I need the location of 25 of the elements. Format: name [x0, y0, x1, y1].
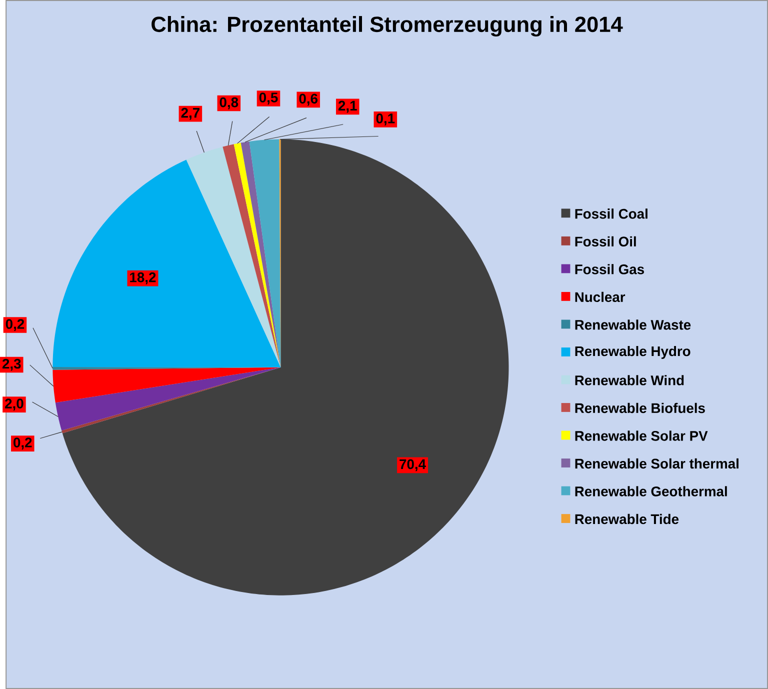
data-label: 2,3: [2, 358, 21, 371]
legend-label: Renewable Geothermal: [575, 486, 727, 496]
legend-label: Fossil Gas: [575, 264, 644, 274]
legend-label: Renewable Solar thermal: [575, 458, 738, 469]
data-label: 0,2: [14, 438, 32, 450]
legend-label: Fossil Oil: [575, 236, 636, 246]
data-label: 0,8: [220, 97, 238, 110]
data-label: 2,7: [181, 108, 200, 120]
data-label: 0,1: [376, 114, 395, 126]
legend-label: Nuclear: [575, 292, 626, 302]
legend-label: Fossil Coal: [575, 208, 648, 219]
legend-label: Renewable Wind: [575, 375, 684, 386]
data-label: 2,1: [338, 100, 357, 113]
data-label: 18,2: [130, 272, 156, 284]
legend-label: Renewable Waste: [575, 320, 691, 330]
legend-label: Renewable Hydro: [575, 346, 690, 359]
data-label: 70,4: [400, 459, 426, 472]
chart-title: China: Prozentanteil Stromerzeugung in 2014: [152, 16, 623, 36]
legend-label: Renewable Tide: [575, 514, 679, 524]
data-label: 2,0: [5, 398, 24, 410]
data-label: 0,6: [299, 94, 318, 106]
legend-label: Renewable Solar PV: [575, 430, 708, 441]
data-label: 0,5: [259, 92, 278, 104]
legend-label: Renewable Biofuels: [575, 402, 705, 414]
data-label: 0,2: [6, 319, 24, 331]
